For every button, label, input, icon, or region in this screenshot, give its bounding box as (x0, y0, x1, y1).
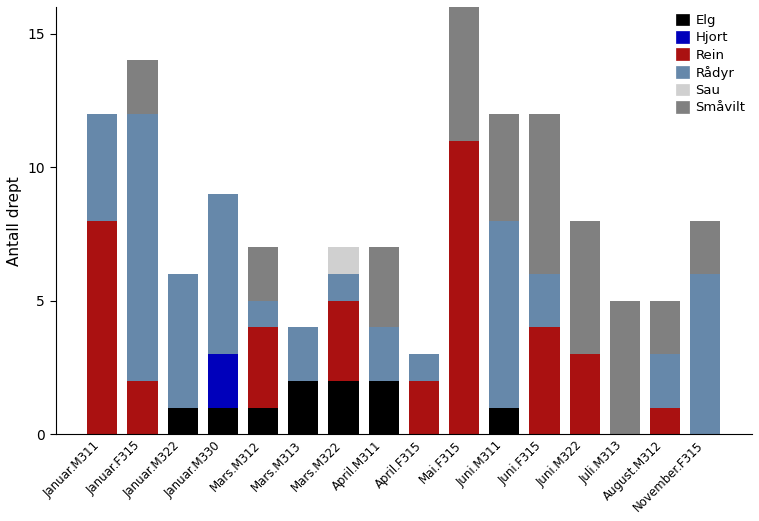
Bar (409, 354, 439, 381)
Bar (650, 354, 680, 407)
Bar (168, 274, 198, 407)
Bar (208, 407, 238, 435)
Bar (449, 0, 479, 141)
Bar (530, 328, 559, 435)
Bar (288, 328, 318, 381)
Legend: Elg, Hjort, Rein, Rådyr, Sau, Småvilt: Elg, Hjort, Rein, Rådyr, Sau, Småvilt (676, 14, 745, 115)
Bar (208, 354, 238, 407)
Bar (369, 328, 398, 381)
Bar (449, 141, 479, 435)
Bar (248, 301, 278, 328)
Bar (128, 381, 158, 435)
Bar (288, 381, 318, 435)
Bar (128, 114, 158, 381)
Bar (490, 407, 519, 435)
Bar (369, 381, 398, 435)
Bar (329, 381, 358, 435)
Bar (530, 114, 559, 274)
Bar (329, 274, 358, 301)
Bar (490, 220, 519, 407)
Bar (369, 247, 398, 328)
Bar (329, 247, 358, 274)
Bar (650, 301, 680, 354)
Bar (690, 274, 720, 435)
Bar (570, 220, 600, 354)
Bar (530, 274, 559, 328)
Y-axis label: Antall drept: Antall drept (7, 176, 22, 266)
Bar (570, 354, 600, 435)
Bar (248, 328, 278, 407)
Bar (690, 220, 720, 274)
Bar (168, 407, 198, 435)
Bar (208, 194, 238, 354)
Bar (87, 220, 118, 435)
Bar (128, 60, 158, 114)
Bar (650, 407, 680, 435)
Bar (248, 407, 278, 435)
Bar (329, 301, 358, 381)
Bar (609, 301, 640, 435)
Bar (248, 247, 278, 301)
Bar (409, 381, 439, 435)
Bar (490, 114, 519, 220)
Bar (87, 114, 118, 220)
